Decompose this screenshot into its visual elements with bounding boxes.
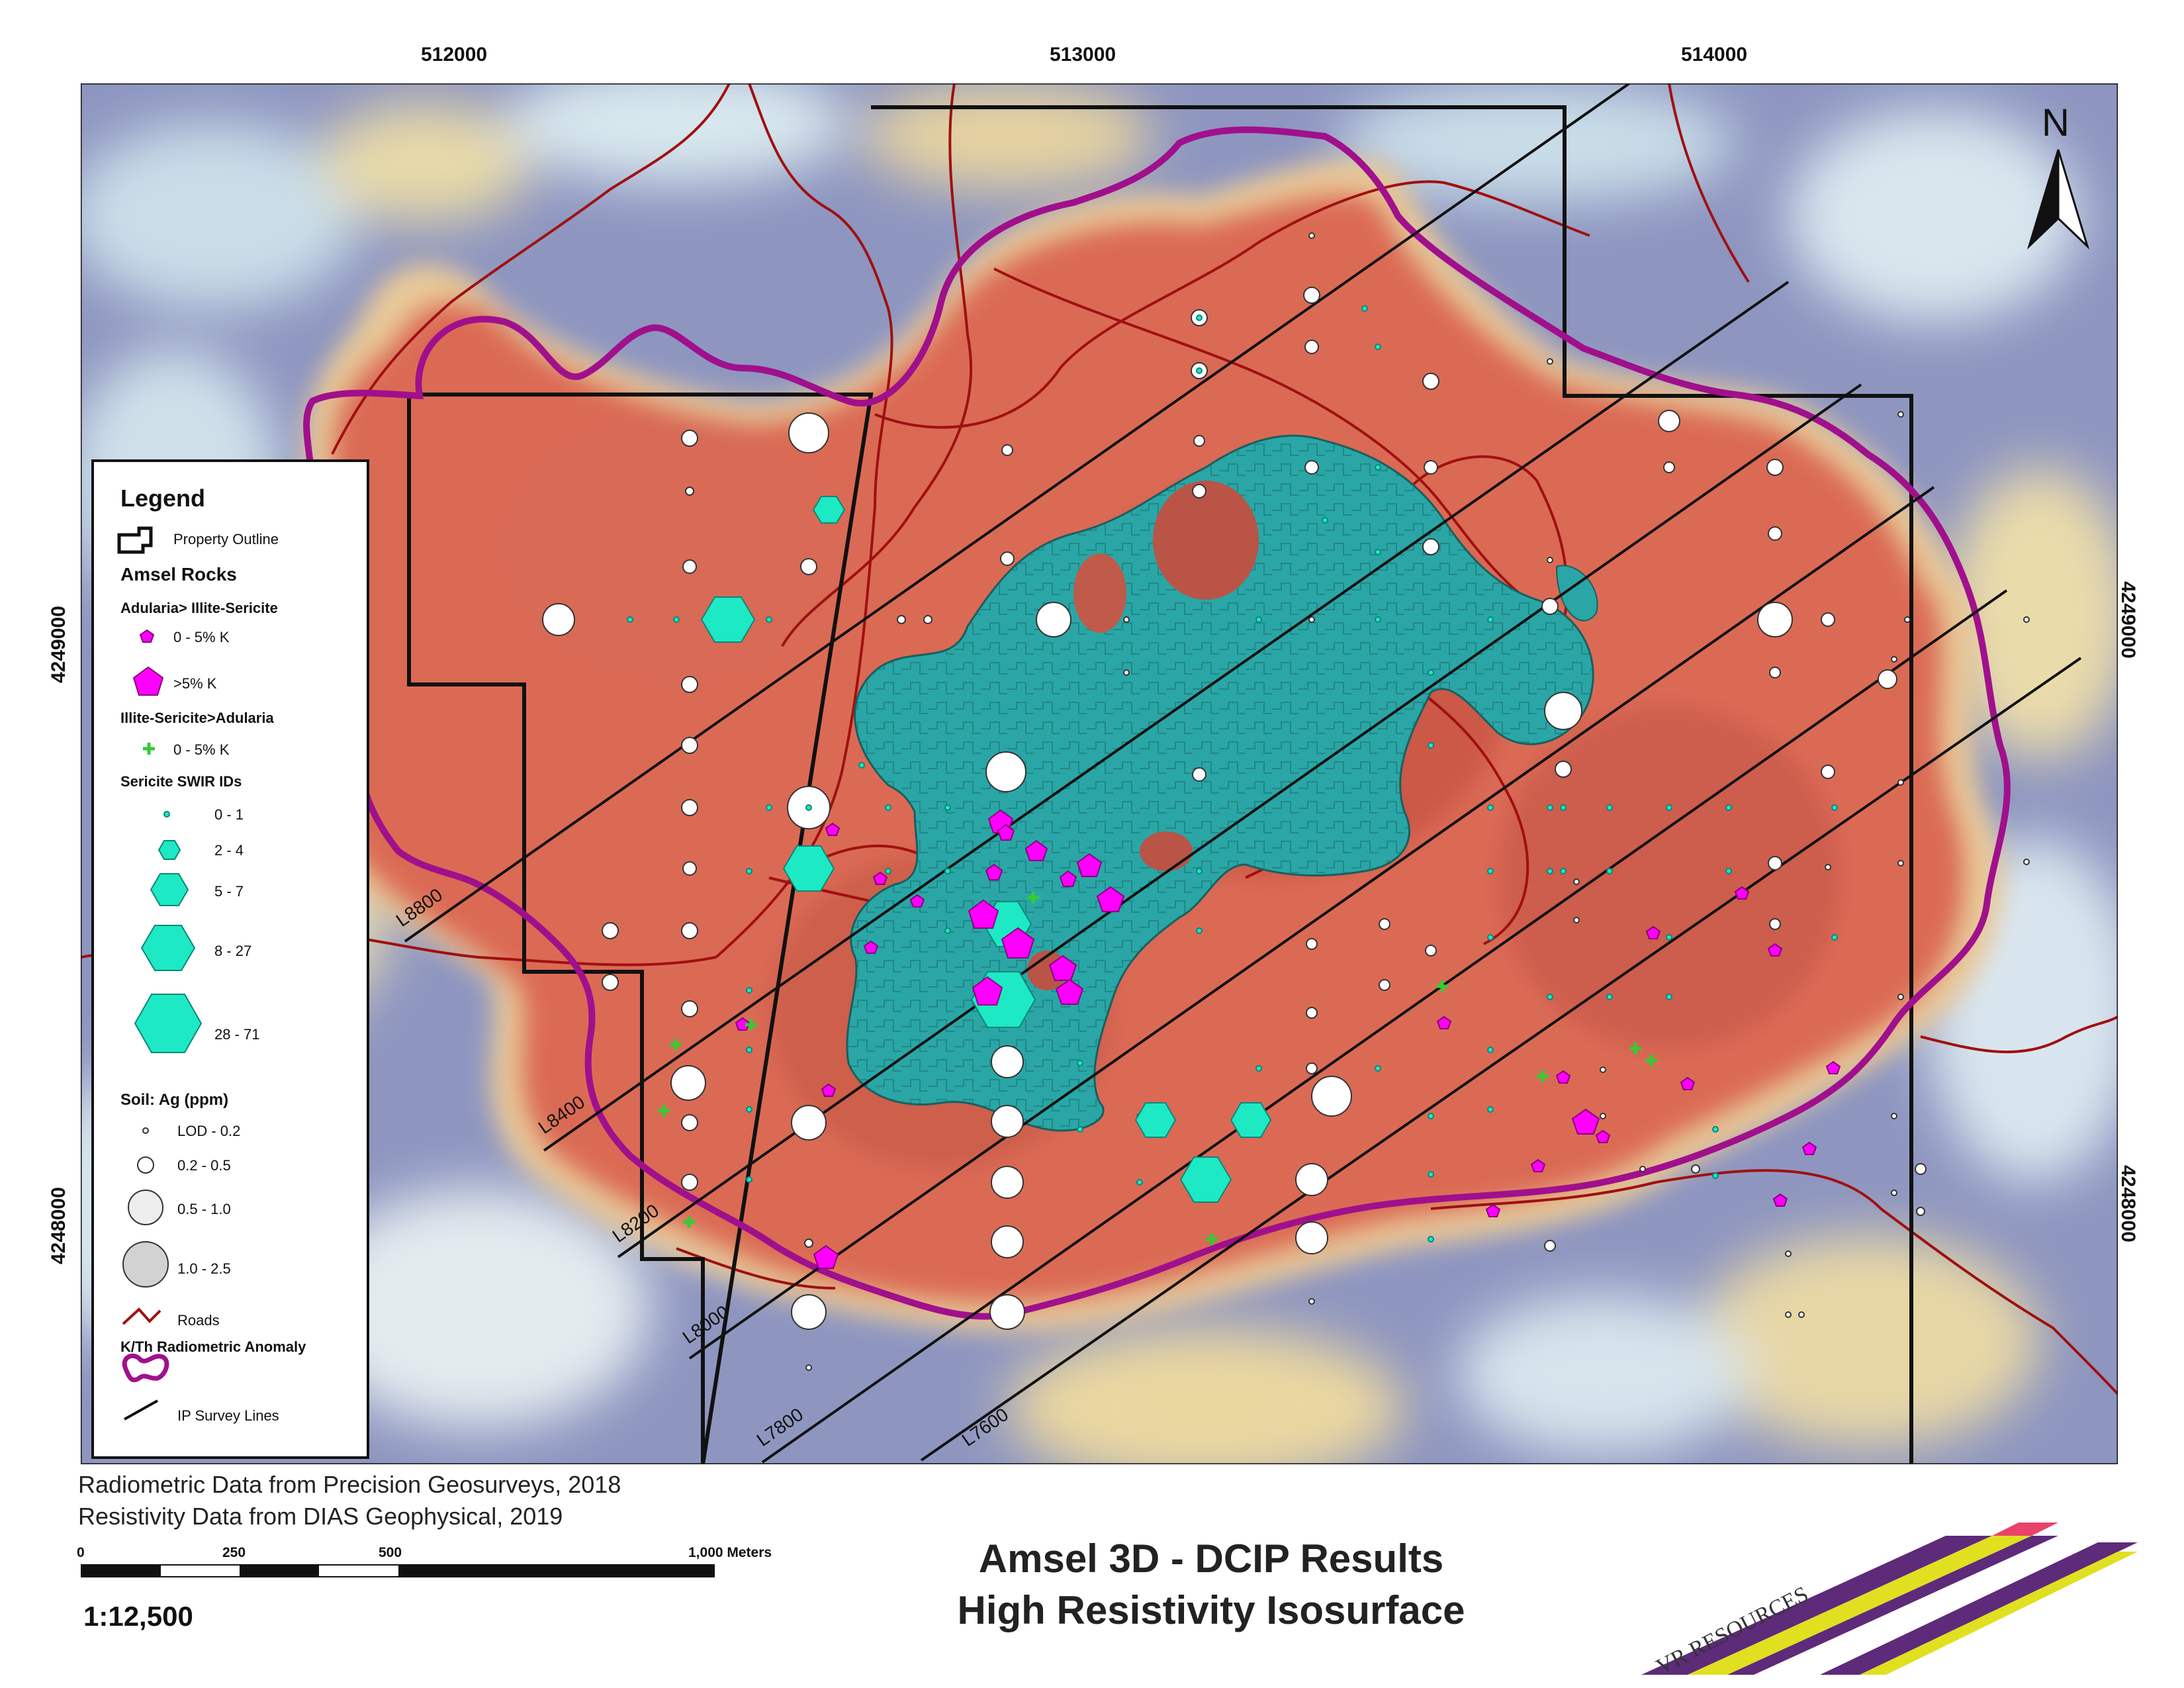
adularia-small-swatch (139, 629, 155, 643)
north-arrow-icon (2026, 149, 2090, 250)
legend-sericite-class-4: 8 - 27 (214, 943, 252, 959)
legend-title: Legend (120, 485, 206, 512)
legend-sericite-class-1: 0 - 1 (214, 806, 244, 823)
roads-swatch (122, 1307, 161, 1325)
legend-soil-class-4: 1.0 - 2.5 (177, 1260, 231, 1277)
legend-sericite-class-3: 5 - 7 (214, 883, 244, 900)
legend-soil-class-3: 0.5 - 1.0 (177, 1201, 231, 1217)
credit-resistivity: Resistivity Data from DIAS Geophysical, … (78, 1503, 563, 1530)
scale-label-500: 500 (379, 1545, 402, 1560)
property-outline-swatch (117, 526, 153, 554)
legend: Legend Property Outline Amsel Rocks Adul… (91, 459, 369, 1459)
sericite-28-71-swatch (134, 994, 203, 1053)
sericite-swir (627, 305, 1838, 1243)
credit-radiometric: Radiometric Data from Precision Geosurve… (78, 1471, 621, 1498)
legend-symbols (117, 526, 203, 1421)
legend-soil-class-2: 0.2 - 0.5 (177, 1157, 231, 1174)
legend-sericite-header: Sericite SWIR IDs (120, 773, 242, 790)
easting-tick-514000: 514000 (1681, 44, 1748, 66)
legend-illite-0-5: 0 - 5% K (173, 741, 230, 758)
scale-bar (81, 1564, 715, 1577)
soil-02-05-swatch (137, 1156, 154, 1174)
northing-tick-4248000-left: 4248000 (48, 1187, 69, 1264)
property-outline (407, 105, 1913, 1464)
northing-tick-4249000-left: 4249000 (48, 606, 69, 683)
legend-soil-class-1: LOD - 0.2 (177, 1123, 241, 1139)
legend-illite-header: Illite-Sericite>Adularia (120, 710, 274, 726)
scale-label-250: 250 (222, 1545, 246, 1560)
kth-anomaly (303, 126, 2011, 1320)
sericite-8-27-swatch (140, 925, 196, 971)
map-frame: L8800 L8400 L8200 L8000 L7800 L7600 (81, 83, 2118, 1464)
easting-tick-512000: 512000 (421, 44, 488, 66)
legend-sericite-class-2: 2 - 4 (214, 842, 244, 859)
vr-resources-logo: VR RESOURCES (1641, 1523, 2138, 1679)
legend-adularia-gt5: >5% K (173, 675, 217, 692)
sericite-5-7-swatch (150, 873, 189, 906)
northing-tick-4249000-right: 4249000 (2117, 581, 2139, 659)
title-line-1: Amsel 3D - DCIP Results (978, 1536, 1444, 1581)
title-line-2: High Resistivity Isosurface (957, 1588, 1465, 1632)
illite-samples (658, 892, 1657, 1245)
legend-kth-header: K/Th Radiometric Anomaly (120, 1338, 306, 1355)
legend-amsel-rocks: Amsel Rocks (120, 564, 237, 585)
easting-tick-513000: 513000 (1050, 44, 1116, 66)
soil-samples (542, 232, 2030, 1371)
high-resistivity-zone (295, 158, 2003, 1332)
northing-tick-4248000-right: 4248000 (2117, 1165, 2139, 1243)
soil-05-10-swatch (128, 1190, 163, 1225)
adularia-large-swatch (132, 666, 164, 696)
map-canvas: L8800 L8400 L8200 L8000 L7800 L7600 (81, 83, 2118, 1464)
scale-ratio: 1:12,500 (83, 1601, 193, 1632)
sericite-2-4-swatch (158, 840, 181, 860)
legend-soil-header: Soil: Ag (ppm) (120, 1091, 229, 1109)
scale-label-1000: 1,000 Meters (688, 1545, 772, 1560)
legend-property-outline: Property Outline (173, 531, 279, 547)
north-label: N (2042, 101, 2070, 144)
kth-anomaly-swatch (122, 1353, 169, 1383)
ip-survey-lines (404, 83, 2082, 1464)
sericite-0-1-swatch (163, 811, 170, 818)
scale-label-0: 0 (77, 1545, 85, 1560)
legend-adularia-header: Adularia> Illite-Sericite (120, 600, 278, 616)
legend-sericite-class-5: 28 - 71 (214, 1026, 260, 1043)
legend-adularia-0-5: 0 - 5% K (173, 629, 230, 645)
illite-swatch (143, 743, 155, 755)
ip-lines-swatch (124, 1399, 158, 1421)
legend-ip-lines: IP Survey Lines (177, 1407, 279, 1424)
soil-lod-swatch (142, 1127, 149, 1134)
adularia-samples (735, 809, 1841, 1269)
resistivity-isosurface (846, 434, 1598, 1132)
soil-10-25-swatch (122, 1241, 169, 1288)
legend-roads: Roads (177, 1312, 220, 1329)
